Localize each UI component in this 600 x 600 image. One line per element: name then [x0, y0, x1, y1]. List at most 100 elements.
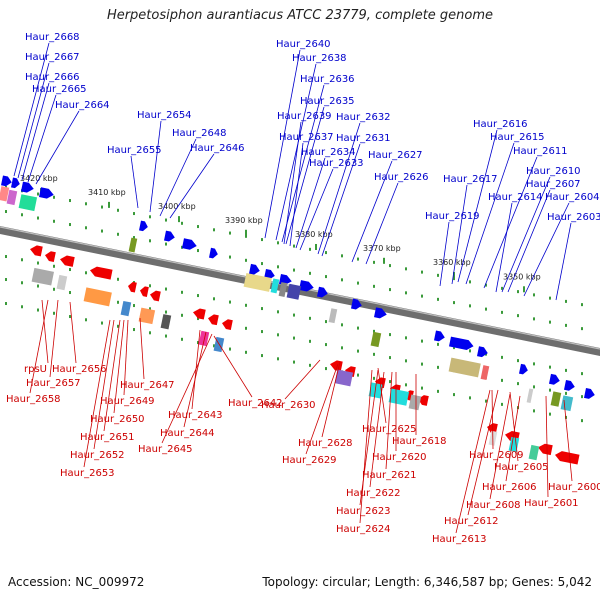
- gene-feature-block: [328, 308, 338, 324]
- guide-dot: [421, 294, 423, 298]
- reverse-gene-arrow: [128, 281, 137, 293]
- guide-dot: [149, 215, 151, 219]
- guide-dot: [405, 336, 407, 340]
- guide-dot: [277, 333, 279, 337]
- forward-gene-label: Haur_2616: [473, 119, 528, 130]
- forward-gene-label: Haur_2666: [25, 72, 80, 83]
- guide-dot: [149, 331, 151, 335]
- guide-dot: [261, 354, 263, 358]
- guide-dot: [485, 399, 487, 403]
- guide-dot: [581, 395, 583, 399]
- guide-dot: [389, 356, 391, 360]
- forward-label-leader: [289, 142, 304, 247]
- tick-label: 3390 kbp: [225, 216, 263, 225]
- guide-dot: [181, 337, 183, 341]
- forward-gene-arrow: [182, 238, 197, 250]
- guide-dot: [581, 303, 583, 307]
- guide-dot: [245, 350, 247, 354]
- gene-feature-block: [560, 395, 574, 412]
- guide-dot: [53, 287, 55, 291]
- guide-dot: [533, 385, 535, 389]
- tick-label: 3380 kbp: [295, 230, 333, 239]
- guide-dot: [293, 244, 295, 248]
- forward-gene-label: Haur_2634: [301, 147, 356, 158]
- forward-gene-label: Haur_2667: [25, 52, 80, 63]
- guide-dot: [277, 265, 279, 269]
- reverse-gene-label: Haur_2656: [52, 364, 107, 375]
- reverse-label-leader: [509, 391, 519, 462]
- guide-dot: [85, 202, 87, 206]
- reverse-gene-arrow: [538, 443, 553, 456]
- guide-dot: [277, 357, 279, 361]
- guide-dot: [245, 234, 247, 238]
- guide-dot: [197, 225, 199, 229]
- gene-feature-block: [120, 300, 132, 317]
- forward-gene-label: Haur_2668: [25, 32, 80, 43]
- reverse-gene-label: Haur_2642: [228, 398, 283, 409]
- tick-mark: [523, 286, 525, 293]
- forward-label-leader: [130, 155, 139, 209]
- guide-dot: [549, 296, 551, 300]
- guide-dot: [85, 226, 87, 230]
- guide-dot: [133, 304, 135, 308]
- reverse-gene-label: Haur_2620: [372, 452, 427, 463]
- forward-label-leader: [35, 110, 80, 185]
- forward-label-leader: [159, 138, 197, 217]
- forward-gene-arrow: [299, 280, 314, 292]
- reverse-label-leader: [491, 389, 494, 450]
- forward-gene-label: Haur_2639: [277, 111, 332, 122]
- guide-dot: [293, 336, 295, 340]
- guide-dot: [37, 192, 39, 196]
- reverse-label-leader: [545, 395, 549, 498]
- reverse-gene-arrow: [60, 255, 75, 267]
- guide-dot: [581, 327, 583, 331]
- guide-dot: [181, 290, 183, 294]
- guide-dot: [565, 368, 567, 372]
- reverse-gene-label: Haur_2624: [336, 524, 391, 535]
- guide-dot: [437, 389, 439, 393]
- forward-label-leader: [351, 160, 393, 263]
- reverse-gene-arrow: [222, 319, 233, 331]
- guide-dot: [533, 409, 535, 413]
- guide-dot: [5, 255, 7, 259]
- forward-gene-arrow: [519, 363, 528, 375]
- guide-dot: [37, 308, 39, 312]
- forward-label-leader: [483, 156, 538, 289]
- guide-dot: [53, 311, 55, 315]
- reverse-label-leader: [359, 369, 373, 524]
- guide-dot: [485, 283, 487, 287]
- guide-dot: [213, 228, 215, 232]
- forward-gene-label: Haur_2631: [336, 133, 391, 144]
- guide-dot: [549, 412, 551, 416]
- tick-mark: [453, 272, 455, 279]
- guide-dot: [229, 347, 231, 351]
- forward-gene-arrow: [164, 230, 175, 242]
- guide-dot: [37, 261, 39, 265]
- guide-dot: [501, 286, 503, 290]
- reverse-gene-label: Haur_2621: [362, 470, 417, 481]
- reverse-label-leader: [123, 319, 129, 396]
- guide-dot: [565, 299, 567, 303]
- guide-dot: [485, 307, 487, 311]
- forward-gene-label: Haur_2654: [137, 110, 192, 121]
- gene-feature-block: [128, 237, 138, 253]
- forward-gene-arrow: [209, 247, 218, 259]
- guide-dot: [213, 344, 215, 348]
- forward-gene-arrow: [351, 298, 362, 310]
- guide-dot: [117, 324, 119, 328]
- guide-dot: [101, 205, 103, 209]
- forward-label-leader: [264, 49, 301, 239]
- guide-dot: [261, 238, 263, 242]
- guide-dot: [341, 254, 343, 258]
- reverse-gene-arrow: [555, 451, 580, 465]
- guide-dot: [197, 317, 199, 321]
- guide-dot: [21, 281, 23, 285]
- reverse-gene-arrow: [193, 308, 206, 320]
- forward-label-leader: [295, 157, 326, 249]
- forward-gene-label: Haur_2611: [513, 146, 568, 157]
- guide-dot: [293, 313, 295, 317]
- gene-feature-block: [448, 357, 481, 378]
- guide-dot: [21, 213, 23, 217]
- reverse-label-leader: [139, 317, 145, 380]
- forward-label-leader: [321, 143, 361, 257]
